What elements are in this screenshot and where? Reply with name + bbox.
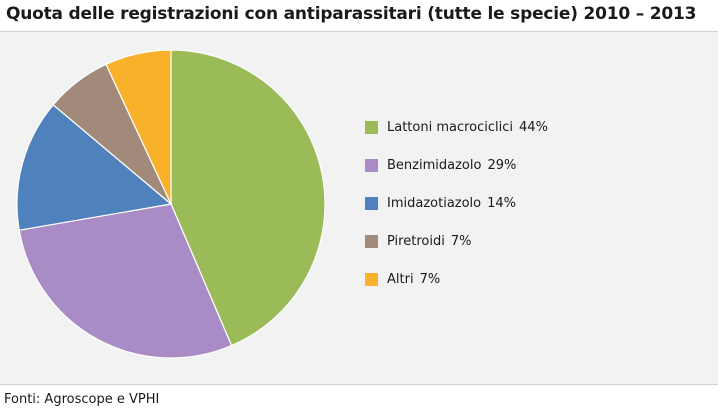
legend-label: Imidazotiazolo bbox=[387, 196, 482, 211]
legend-label: Piretroidi bbox=[387, 234, 445, 249]
legend-value: 29% bbox=[487, 158, 517, 173]
legend-item: Altri 7% bbox=[365, 270, 548, 289]
legend-value: 7% bbox=[419, 272, 441, 287]
legend-swatch bbox=[365, 197, 378, 210]
pie-slice-lattoni-macrociclici bbox=[170, 49, 326, 347]
pie-chart bbox=[16, 49, 326, 359]
legend-item: Piretroidi 7% bbox=[365, 232, 548, 251]
chart-legend: Lattoni macrociclici 44% Benzimidazolo 29% I… bbox=[365, 118, 548, 308]
legend-label: Altri bbox=[387, 272, 414, 287]
legend-swatch bbox=[365, 159, 378, 172]
legend-value: 7% bbox=[450, 234, 472, 249]
legend-value: 44% bbox=[519, 120, 548, 135]
legend-item: Benzimidazolo 29% bbox=[365, 156, 548, 175]
legend-value: 14% bbox=[487, 196, 517, 211]
pie-slice-imidazotiazolo bbox=[16, 103, 173, 231]
chart-panel: Lattoni macrociclici 44% Benzimidazolo 29% I… bbox=[0, 31, 718, 385]
legend-item: Lattoni macrociclici 44% bbox=[365, 118, 548, 137]
chart-title: Quota delle registrazioni con antiparass… bbox=[6, 4, 697, 24]
legend-item: Imidazotiazolo 14% bbox=[365, 194, 548, 213]
legend-label: Lattoni macrociclici bbox=[387, 120, 514, 135]
legend-swatch bbox=[365, 121, 378, 134]
pie-slice-benzimidazolo bbox=[18, 203, 233, 359]
source-note: Fonti: Agroscope e VPHI bbox=[4, 392, 160, 407]
legend-label: Benzimidazolo bbox=[387, 158, 482, 173]
legend-swatch bbox=[365, 235, 378, 248]
pie-slice-altri bbox=[105, 49, 172, 205]
legend-swatch bbox=[365, 273, 378, 286]
